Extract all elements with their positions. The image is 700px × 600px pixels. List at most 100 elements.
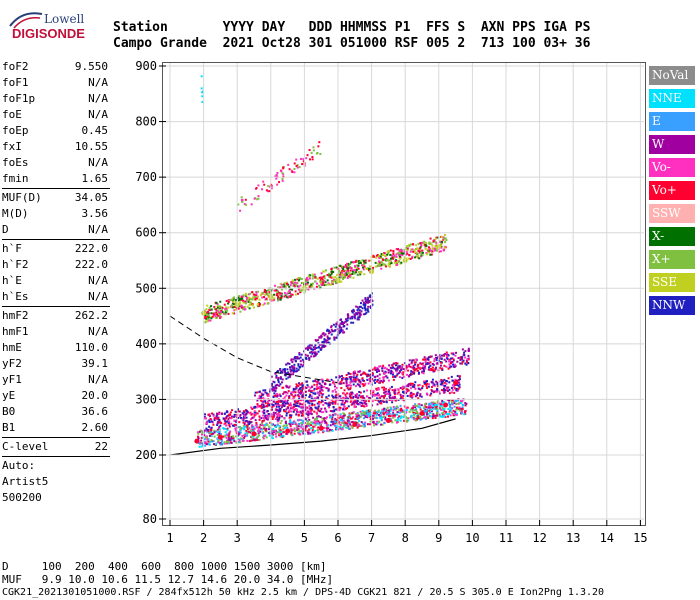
echo-point <box>254 293 257 296</box>
echo-point <box>276 416 279 419</box>
echo-point <box>343 270 346 273</box>
echo-point <box>327 282 330 285</box>
echo-point <box>245 410 248 413</box>
echo-point <box>326 337 329 340</box>
echo-point <box>346 262 349 265</box>
echo-point <box>451 388 454 391</box>
echo-point <box>309 394 312 397</box>
echo-point <box>429 364 432 367</box>
echo-point <box>364 261 367 264</box>
echo-point <box>377 387 380 390</box>
echo-point <box>351 412 354 415</box>
echo-point <box>448 360 451 363</box>
echo-point <box>461 356 464 359</box>
echo-point <box>335 281 338 284</box>
echo-point <box>346 419 349 422</box>
echo-point <box>203 440 206 443</box>
echo-point <box>424 410 427 413</box>
echo-point <box>356 412 359 415</box>
echo-point <box>325 396 328 399</box>
echo-point <box>262 436 265 439</box>
echo-point <box>424 415 427 418</box>
echo-point <box>346 407 349 410</box>
echo-point <box>307 420 310 423</box>
echo-point <box>409 365 412 368</box>
echo-point <box>270 403 273 406</box>
echo-point <box>388 398 391 401</box>
echo-point <box>231 304 234 307</box>
echo-point <box>251 291 254 294</box>
echo-point <box>389 418 392 421</box>
echo-point <box>208 319 211 322</box>
echo-point <box>237 203 240 206</box>
echo-point <box>435 406 438 409</box>
echo-point <box>201 91 204 94</box>
echo-point <box>201 443 204 446</box>
echo-point <box>385 367 388 370</box>
echo-point <box>316 277 319 280</box>
echo-point <box>380 263 383 266</box>
echo-point <box>326 329 329 332</box>
echo-point <box>402 368 405 371</box>
echo-point <box>202 436 205 439</box>
echo-point <box>200 436 203 439</box>
echo-point <box>402 385 405 388</box>
echo-point <box>390 369 393 372</box>
echo-point <box>325 417 328 420</box>
echo-point <box>438 405 441 408</box>
echo-point <box>454 363 457 366</box>
echo-point <box>212 423 215 426</box>
echo-point <box>317 405 320 408</box>
echo-point <box>280 297 283 300</box>
echo-point <box>445 387 448 390</box>
echo-point <box>378 400 381 403</box>
echo-point <box>421 370 424 373</box>
echo-point <box>420 404 423 407</box>
echo-point <box>251 427 254 430</box>
echo-point <box>272 380 275 383</box>
echo-point <box>417 363 420 366</box>
echo-point <box>395 370 398 373</box>
echo-point <box>352 396 355 399</box>
echo-point <box>316 406 319 409</box>
echo-point <box>238 421 241 424</box>
echo-point <box>387 409 390 412</box>
echo-point <box>383 422 386 425</box>
echo-point <box>375 417 378 420</box>
echo-point <box>227 302 230 305</box>
echo-point <box>251 304 254 307</box>
echo-point <box>354 378 357 381</box>
echo-point <box>285 281 288 284</box>
echo-point <box>292 388 295 391</box>
echo-point <box>409 384 412 387</box>
echo-point <box>287 406 290 409</box>
echo-point <box>255 424 258 427</box>
echo-point <box>220 412 223 415</box>
echo-point <box>322 275 325 278</box>
echo-point <box>301 403 304 406</box>
echo-point <box>203 438 206 441</box>
echo-point <box>216 428 219 431</box>
echo-point <box>298 399 301 402</box>
echo-point <box>438 359 441 362</box>
echo-point <box>262 410 265 413</box>
echo-point <box>347 314 350 317</box>
echo-point <box>233 415 236 418</box>
echo-point <box>392 414 395 417</box>
echo-point <box>405 407 408 410</box>
param-row: yE 20.0 <box>2 388 110 404</box>
echo-point <box>327 329 330 332</box>
echo-point <box>201 101 204 104</box>
echo-point <box>261 420 264 423</box>
echo-point <box>217 416 220 419</box>
echo-point <box>223 412 226 415</box>
echo-point <box>308 277 311 280</box>
echo-point <box>251 437 254 440</box>
echo-point <box>308 424 311 427</box>
echo-point <box>330 415 333 418</box>
echo-point <box>432 401 435 404</box>
param-value: N/A <box>88 92 108 105</box>
echo-point <box>390 262 393 265</box>
echo-point <box>318 394 321 397</box>
echo-point <box>374 417 377 420</box>
